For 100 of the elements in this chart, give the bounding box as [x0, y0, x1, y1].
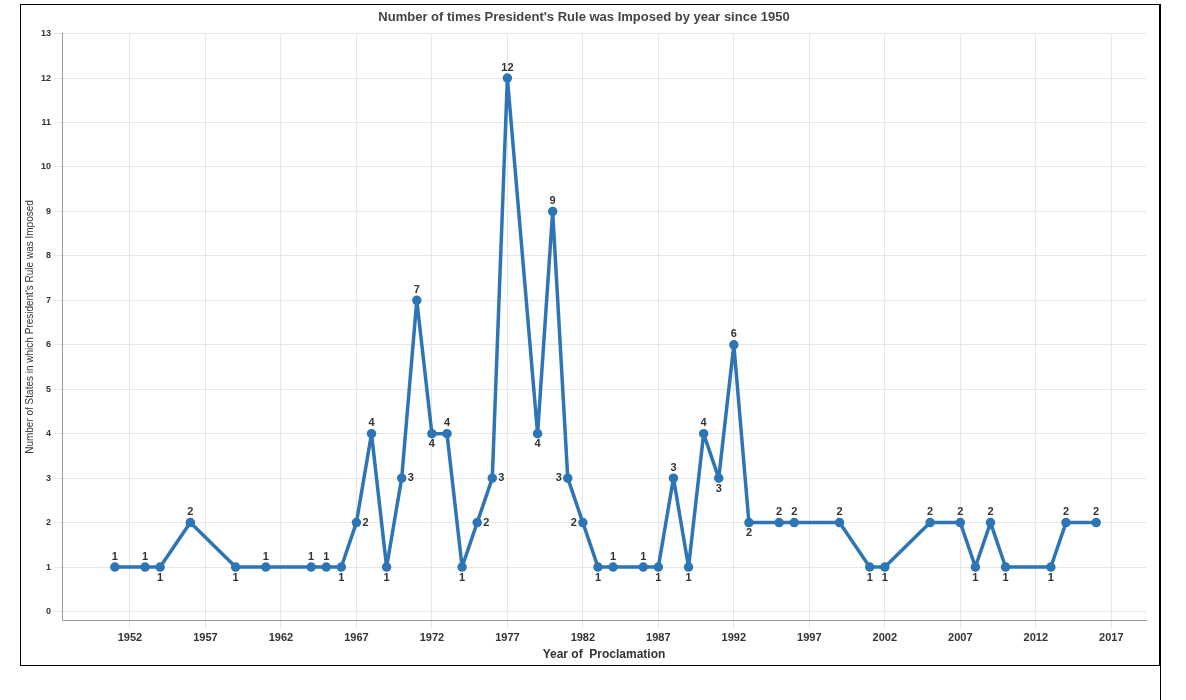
- data-label: 9: [549, 193, 556, 206]
- data-label: 2: [987, 505, 994, 518]
- x-tick-label: 1967: [344, 631, 369, 644]
- point: [351, 517, 362, 528]
- point: [608, 562, 618, 572]
- point: [532, 428, 543, 439]
- point: [412, 295, 422, 306]
- data-label: 1: [881, 570, 888, 583]
- x-tick-label: 2002: [872, 631, 898, 644]
- point: [880, 562, 890, 572]
- data-label: 1: [640, 549, 647, 562]
- data-label: 1: [308, 549, 315, 562]
- data-label: 1: [685, 570, 692, 583]
- data-label: 2: [187, 505, 194, 518]
- data-label: 1: [232, 570, 239, 583]
- point: [261, 562, 271, 572]
- x-tick-label: 1992: [721, 631, 747, 644]
- data-label: 1: [972, 570, 979, 583]
- data-label: 1: [459, 570, 466, 583]
- data-label: 3: [555, 471, 562, 484]
- data-label: 3: [498, 471, 505, 484]
- data-label: 2: [1093, 505, 1100, 518]
- data-label: 7: [413, 282, 420, 295]
- y-tick-label: 0: [46, 605, 52, 616]
- point: [834, 517, 845, 528]
- point: [789, 517, 799, 528]
- point: [472, 517, 482, 528]
- point: [321, 562, 331, 572]
- data-label: 1: [111, 549, 118, 562]
- point: [487, 473, 498, 483]
- data-label: 12: [501, 60, 514, 73]
- point: [306, 562, 316, 572]
- data-label: 4: [534, 437, 542, 450]
- data-label: 3: [670, 460, 677, 473]
- point: [1046, 562, 1056, 572]
- point: [970, 562, 981, 572]
- point: [140, 562, 150, 572]
- data-label: 1: [610, 549, 617, 562]
- point: [1000, 562, 1011, 572]
- data-label: 1: [323, 549, 330, 562]
- x-tick-label: 1987: [646, 631, 671, 644]
- data-label: 4: [368, 416, 376, 429]
- y-tick-label: 7: [46, 294, 52, 305]
- point: [547, 206, 558, 217]
- y-tick-label: 1: [46, 561, 52, 572]
- point: [714, 473, 724, 483]
- point: [638, 562, 649, 572]
- x-tick-label: 2007: [948, 631, 973, 644]
- y-tick-label: 8: [46, 250, 52, 261]
- x-tick-label: 2012: [1023, 631, 1049, 644]
- point: [563, 473, 573, 483]
- point: [155, 562, 165, 572]
- point: [668, 473, 679, 483]
- data-label: 1: [866, 570, 873, 583]
- point: [744, 517, 754, 528]
- x-tick-label: 1982: [570, 631, 596, 644]
- data-label: 2: [927, 505, 934, 518]
- point: [366, 428, 377, 439]
- chart-title: Number of times President's Rule was Imposed by year since 1950: [378, 9, 790, 25]
- point: [336, 562, 347, 572]
- point: [442, 428, 452, 439]
- data-label: 1: [141, 549, 149, 562]
- y-tick-label: 2: [46, 517, 52, 528]
- point: [683, 562, 694, 572]
- x-tick-label: 2017: [1099, 631, 1124, 644]
- point: [381, 562, 392, 572]
- x-tick-label: 1972: [419, 631, 445, 644]
- data-label: 2: [776, 505, 783, 518]
- data-label: 4: [428, 437, 436, 450]
- point: [985, 517, 996, 528]
- x-tick-label: 1962: [268, 631, 294, 644]
- x-axis-title: Year of Proclamation: [542, 647, 666, 662]
- data-label: 1: [1047, 570, 1054, 583]
- y-tick-label: 13: [41, 28, 52, 39]
- y-tick-label: 12: [41, 72, 52, 83]
- point: [578, 517, 588, 528]
- point: [502, 73, 513, 83]
- data-label: 2: [745, 526, 752, 539]
- point: [1061, 517, 1071, 528]
- point: [864, 562, 875, 572]
- data-label: 1: [262, 549, 269, 562]
- point: [729, 340, 739, 350]
- y-tick-label: 6: [46, 339, 52, 350]
- y-tick-label: 5: [46, 383, 52, 394]
- data-label: 2: [836, 505, 843, 518]
- data-label: 2: [1062, 505, 1070, 518]
- x-tick-label: 1952: [117, 631, 143, 644]
- point: [396, 473, 407, 483]
- point: [955, 517, 966, 528]
- data-label: 2: [483, 515, 490, 528]
- y-axis-title: Number of States in which President's Rule was Imposed: [23, 200, 35, 454]
- point: [185, 517, 196, 528]
- y-tick-label: 9: [46, 205, 52, 216]
- data-label: 4: [443, 416, 451, 429]
- x-tick-label: 1977: [495, 631, 520, 644]
- data-label: 4: [700, 416, 708, 429]
- data-label: 1: [338, 570, 345, 583]
- data-label: 6: [730, 327, 737, 340]
- data-label: 2: [957, 505, 964, 518]
- data-label: 2: [362, 515, 369, 528]
